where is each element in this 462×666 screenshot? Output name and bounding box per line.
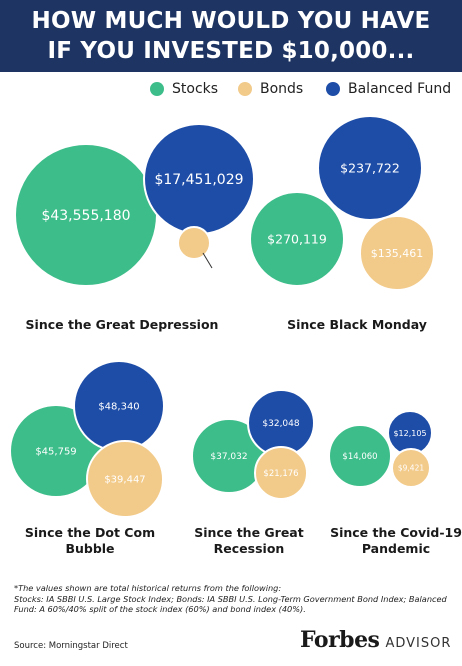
bubble-stocks-2: [249, 191, 345, 287]
brand-name: Forbes: [300, 627, 380, 653]
brand-logo: Forbes ADVISOR: [300, 627, 451, 653]
legend-label-balanced: Balanced Fund: [348, 81, 452, 97]
value-label-stocks-4: $37,032: [210, 452, 247, 462]
value-label-bonds-5: $9,421: [398, 464, 424, 473]
bubble-chart: $43,555,180 $17,451,029 $1,450,391 Since th…: [9, 115, 462, 556]
footnote: *The values shown are total historical r…: [14, 583, 454, 615]
footnote-line-1: *The values shown are total historical r…: [14, 583, 282, 593]
value-label-balanced-5: $12,105: [393, 429, 426, 438]
bubble-bonds-2: [359, 215, 435, 291]
stocks-dot-icon: [150, 82, 164, 96]
title-line-2: IF YOU INVESTED $10,000...: [47, 38, 415, 64]
footnote-line-3: Fund: A 60%/40% split of the stock index…: [14, 604, 306, 614]
value-label-stocks-5: $14,060: [342, 452, 377, 462]
title-banner: HOW MUCH WOULD YOU HAVE IF YOU INVESTED …: [0, 0, 462, 72]
legend-item-stocks: Stocks: [150, 78, 218, 100]
group-caption-3: Since the Dot Com: [25, 525, 155, 540]
group-caption-4: Since the Great: [194, 525, 303, 540]
bubble-bonds-1: [177, 226, 211, 260]
title-line-1: HOW MUCH WOULD YOU HAVE: [31, 8, 431, 34]
value-label-bonds-1: $1,450,391: [193, 271, 247, 282]
group-caption-2: Since Black Monday: [287, 317, 427, 332]
group-caption-3: Bubble: [65, 541, 114, 556]
brand-sub: ADVISOR: [385, 636, 452, 651]
value-label-balanced-3: $48,340: [98, 402, 139, 413]
bubble-bonds-5: [391, 448, 431, 488]
bubble-bonds-3: [86, 440, 164, 518]
source-note: Source: Morningstar Direct: [14, 641, 128, 651]
group-caption-1: Since the Great Depression: [26, 317, 219, 332]
value-label-balanced-1: $17,451,029: [154, 172, 243, 188]
legend-item-bonds: Bonds: [238, 78, 303, 100]
callout-line: [202, 252, 213, 269]
group-caption-5: Pandemic: [362, 541, 430, 556]
value-label-bonds-4: $21,176: [263, 469, 298, 479]
group-caption-5: Since the Covid-19: [330, 525, 462, 540]
bubble-bonds-4: [254, 446, 308, 500]
value-label-bonds-2: $135,461: [371, 247, 424, 260]
bubble-stocks-5: [328, 424, 392, 488]
value-label-balanced-2: $237,722: [340, 160, 400, 175]
value-label-stocks-3: $45,759: [35, 447, 76, 458]
legend-label-bonds: Bonds: [260, 81, 304, 97]
balanced-dot-icon: [326, 82, 340, 96]
bonds-dot-icon: [238, 82, 252, 96]
group-caption-4: Recession: [214, 541, 285, 556]
bubble-balanced-2: [317, 115, 423, 221]
value-label-stocks-1: $43,555,180: [41, 208, 130, 224]
value-label-bonds-3: $39,447: [104, 475, 145, 486]
value-label-stocks-2: $270,119: [267, 231, 327, 246]
legend-item-balanced: Balanced Fund: [326, 78, 451, 100]
legend: Stocks Bonds Balanced Fund: [0, 78, 462, 100]
legend-label-stocks: Stocks: [172, 81, 219, 97]
footnote-line-2: Stocks: IA SBBI U.S. Large Stock Index; …: [14, 593, 447, 604]
value-label-balanced-4: $32,048: [262, 419, 299, 429]
